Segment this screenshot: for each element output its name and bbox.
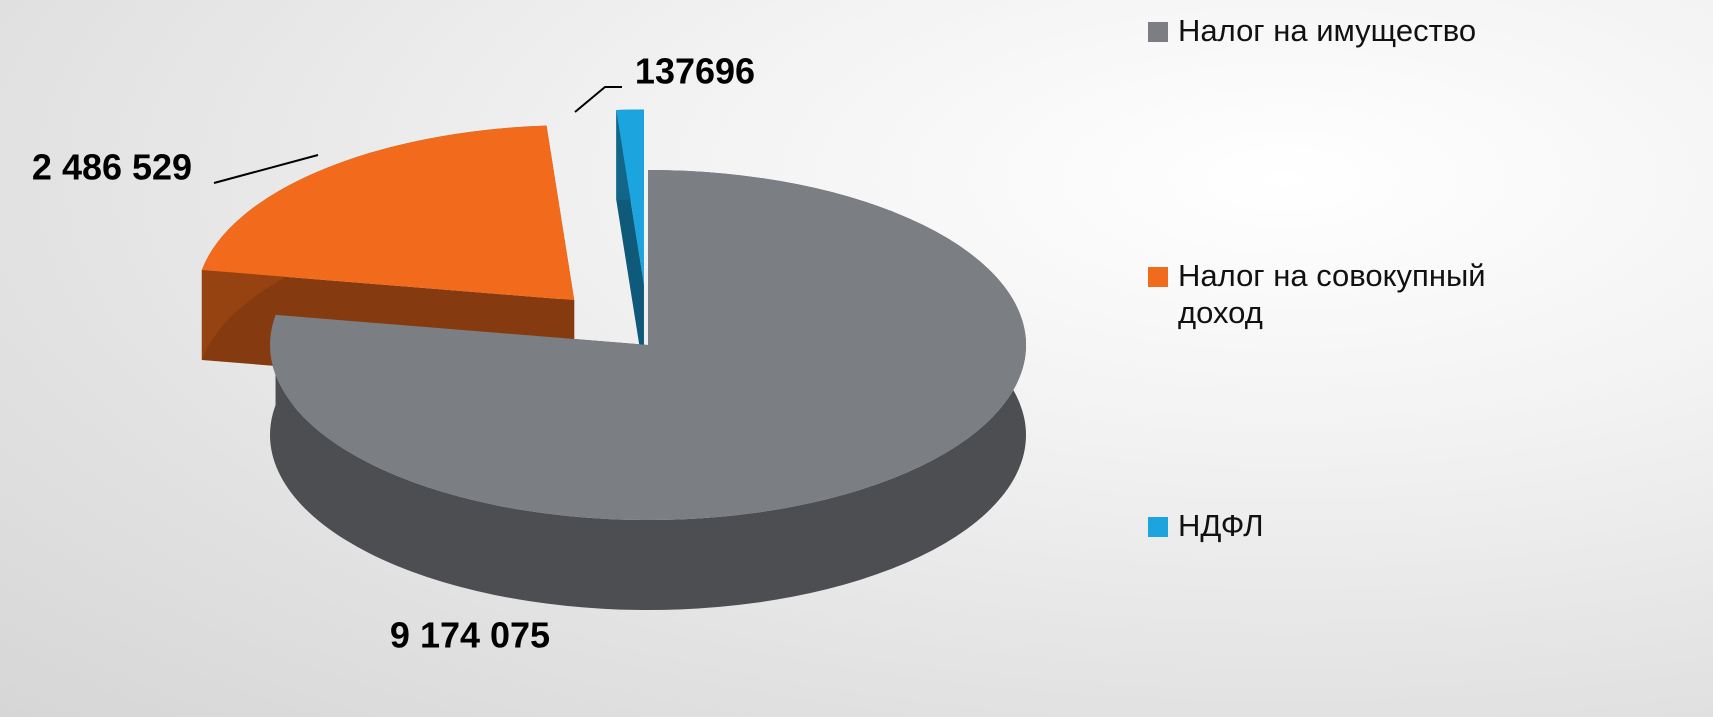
legend-item: НДФЛ (1148, 507, 1568, 544)
data-label: 2 486 529 (32, 147, 192, 188)
legend-label: НДФЛ (1178, 508, 1264, 543)
legend-label: Налог на имущество (1178, 13, 1477, 48)
legend-swatch (1148, 517, 1168, 537)
leader-line (574, 86, 622, 113)
slice (616, 109, 644, 285)
leader-line (213, 154, 319, 184)
slice-tops (201, 109, 1027, 520)
legend-item: Налог на совокупный доход (1148, 257, 1568, 331)
slice (270, 170, 1027, 520)
legend-swatch (1148, 22, 1168, 42)
legend-label: Налог на совокупный доход (1178, 258, 1486, 330)
data-label: 137696 (635, 51, 755, 92)
legend-swatch (1148, 267, 1168, 287)
slice (201, 125, 575, 301)
data-label: 9 174 075 (390, 615, 550, 656)
legend-item: Налог на имущество (1148, 12, 1568, 49)
